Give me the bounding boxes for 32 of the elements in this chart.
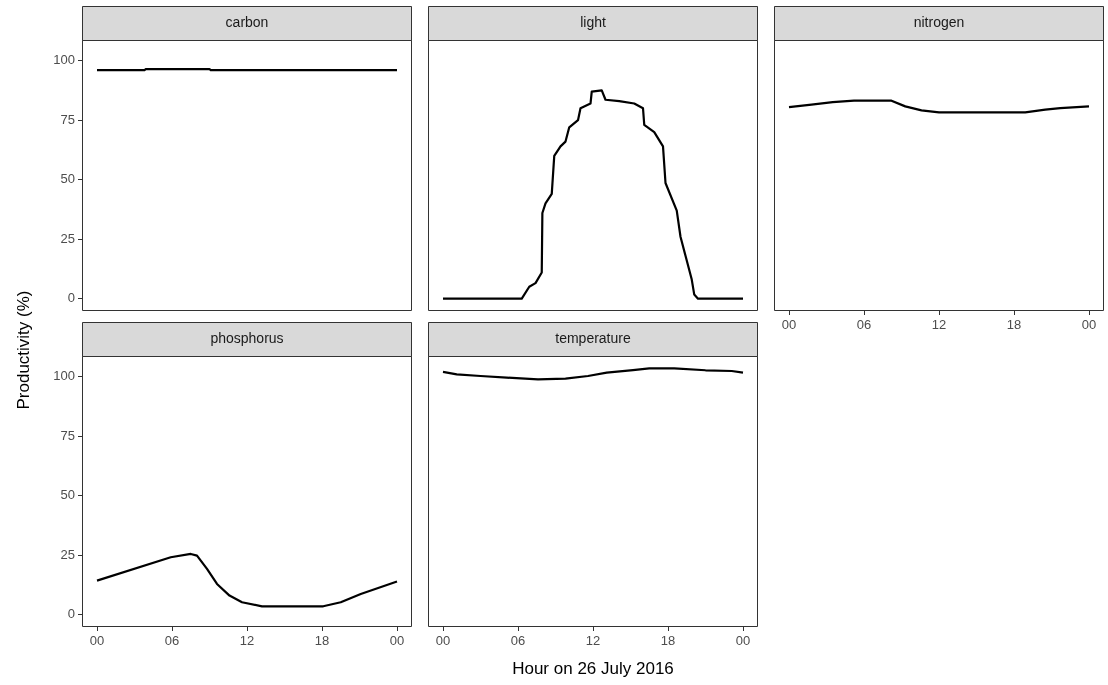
y-tick-label: 100 (53, 368, 75, 384)
y-axis-title: Productivity (%) (14, 289, 34, 412)
chart-title: carbon (225, 14, 269, 31)
y-tick-label: 0 (67, 290, 75, 306)
y-tick-label: 50 (60, 171, 75, 187)
x-tick-label: 00 (781, 317, 797, 333)
x-tick-label: 12 (239, 633, 255, 649)
x-tick-label: 18 (660, 633, 676, 649)
chart-title: temperature (555, 330, 631, 347)
x-tick-label: 12 (585, 633, 601, 649)
x-axis-title: Hour on 26 July 2016 (511, 659, 675, 679)
chart-title: nitrogen (913, 14, 965, 31)
x-tick-label: 06 (510, 633, 526, 649)
x-tick-label: 00 (435, 633, 451, 649)
chart-title: light (580, 14, 606, 31)
y-tick-label: 75 (60, 111, 75, 127)
x-tick-label: 00 (389, 633, 405, 649)
y-tick-label: 25 (60, 230, 75, 246)
y-tick-label: 0 (67, 606, 75, 622)
y-tick-label: 100 (53, 52, 75, 68)
y-tick-label: 50 (60, 487, 75, 503)
chart-title: phosphorus (210, 330, 284, 347)
x-tick-label: 06 (164, 633, 180, 649)
x-tick-label: 00 (1081, 317, 1097, 333)
x-tick-label: 00 (735, 633, 751, 649)
x-tick-label: 00 (89, 633, 105, 649)
x-tick-label: 12 (931, 317, 947, 333)
y-tick-label: 25 (60, 546, 75, 562)
x-tick-label: 18 (1006, 317, 1022, 333)
y-tick-label: 75 (60, 427, 75, 443)
x-tick-label: 18 (314, 633, 330, 649)
x-tick-label: 06 (856, 317, 872, 333)
